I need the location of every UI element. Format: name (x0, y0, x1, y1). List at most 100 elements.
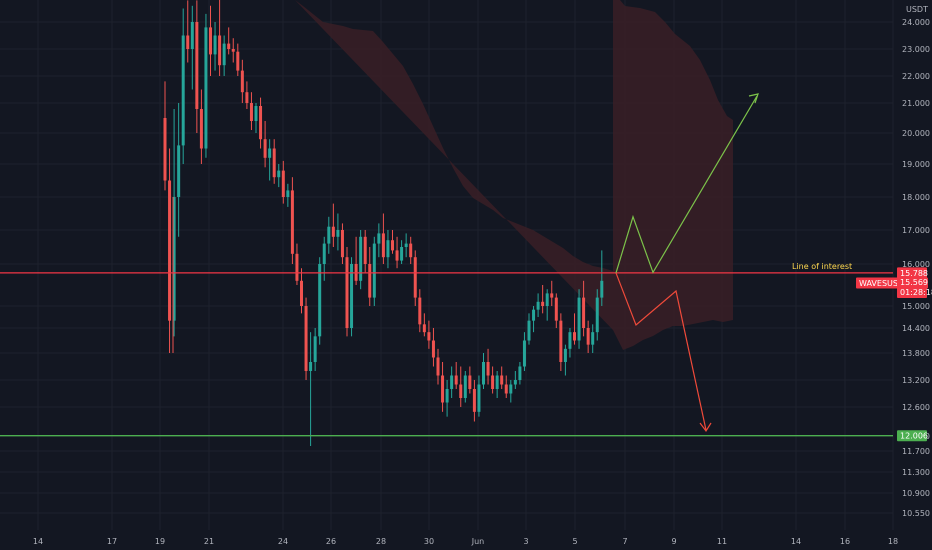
candle-body-72 (491, 375, 495, 389)
candle-body-8 (199, 109, 203, 149)
candle-body-22 (263, 139, 267, 158)
y-tick-18: 10.550 (902, 509, 930, 518)
candle-body-33 (313, 336, 317, 362)
x-tick-3: 21 (204, 537, 214, 546)
currency-label: USDT (906, 5, 928, 14)
candle-body-78 (518, 366, 522, 380)
y-tick-11: 13.800 (902, 349, 930, 358)
candle-body-95 (595, 297, 599, 333)
candle-body-53 (404, 243, 408, 247)
candle-body-2 (172, 197, 176, 321)
time-axis-bg (0, 530, 932, 550)
candle-body-62 (445, 389, 449, 403)
x-tick-5: 26 (326, 537, 336, 546)
candle-body-82 (536, 301, 540, 310)
candle-body-44 (363, 236, 367, 264)
candle-body-80 (527, 320, 531, 341)
candle-body-73 (495, 375, 499, 389)
candle-body-3 (177, 145, 181, 197)
candle-body-61 (441, 375, 445, 403)
candle-body-57 (422, 324, 426, 333)
candle-body-50 (391, 240, 394, 251)
candle-body-58 (427, 332, 431, 341)
bullish-projection (615, 95, 758, 274)
candle-body-83 (541, 301, 545, 306)
time-axis[interactable]: 14 17 19 21 24 26 28 30 Jun 3 5 7 9 11 14 16 18 (0, 530, 932, 550)
y-tick-6: 18.000 (902, 193, 930, 202)
candle-body-11 (213, 35, 217, 55)
candle-body-13 (222, 43, 226, 66)
x-tick-1: 17 (107, 537, 117, 546)
countdown-text: 01:28:18 (900, 288, 932, 297)
candle-body-66 (463, 375, 467, 398)
candle-body-81 (532, 309, 536, 321)
candle-body-18 (245, 92, 249, 103)
candle-body-24 (272, 148, 276, 178)
y-tick-16: 11.300 (902, 468, 930, 477)
candle-body-5 (186, 35, 190, 49)
candle-body-7 (195, 22, 199, 109)
candle-body-84 (545, 293, 549, 306)
candles (163, 0, 604, 446)
projection-paths (615, 93, 759, 433)
line-of-interest-label: Line of interest (792, 262, 852, 271)
y-tick-10: 14.400 (902, 324, 930, 333)
candle-body-70 (482, 362, 485, 385)
y-tick-13: 12.600 (902, 403, 930, 412)
candle-body-40 (345, 257, 349, 328)
x-tick-8: Jun (471, 537, 485, 546)
candle-body-1 (168, 180, 172, 321)
x-tick-10: 5 (572, 537, 577, 546)
y-tick-4: 20.000 (902, 129, 930, 138)
y-tick-0: 24.000 (902, 18, 930, 27)
candle-body-90 (573, 332, 576, 341)
x-tick-2: 19 (155, 537, 165, 546)
bearish-arrowhead (699, 422, 712, 433)
candle-body-71 (486, 362, 490, 376)
candle-body-14 (227, 43, 231, 49)
candle-body-74 (500, 375, 504, 385)
candle-body-77 (513, 380, 517, 385)
x-tick-11: 7 (622, 537, 627, 546)
y-tick-1: 23.000 (902, 45, 930, 54)
candle-body-19 (249, 103, 253, 121)
candle-body-48 (381, 233, 385, 258)
candle-body-92 (582, 297, 586, 328)
candle-body-23 (268, 148, 272, 158)
price-axis[interactable]: 24.000 23.000 22.000 21.000 20.000 19.000 18.0… (856, 18, 932, 518)
candle-body-87 (559, 320, 563, 362)
resistance-zone-fill (295, 0, 733, 350)
candle-body-54 (409, 243, 413, 258)
x-tick-0: 14 (33, 537, 43, 546)
x-tick-15: 16 (840, 537, 850, 546)
candle-body-49 (386, 240, 390, 258)
candle-body-32 (309, 362, 313, 371)
candle-body-56 (418, 297, 422, 325)
price-badge-level: 15.788 (897, 267, 928, 279)
x-tick-14: 14 (791, 537, 801, 546)
x-tick-12: 9 (671, 537, 676, 546)
candle-body-94 (591, 332, 595, 345)
candle-body-12 (218, 35, 222, 66)
candle-body-59 (431, 340, 435, 358)
candle-body-86 (554, 297, 558, 321)
candle-body-96 (600, 280, 604, 298)
candle-body-47 (377, 233, 381, 244)
y-tick-8: 16.000 (902, 260, 930, 269)
candle-body-60 (436, 357, 440, 376)
price-badge-level-text: 15.788 (900, 269, 928, 278)
candle-body-63 (450, 375, 454, 389)
candle-body-31 (304, 306, 308, 371)
candle-body-91 (577, 297, 581, 341)
candle-body-26 (281, 170, 285, 197)
y-tick-17: 10.900 (902, 489, 930, 498)
candle-body-30 (300, 280, 303, 306)
candle-body-20 (254, 106, 258, 121)
candle-body-25 (277, 170, 281, 178)
candle-body-27 (286, 190, 290, 197)
price-badge-support-bg (897, 430, 927, 442)
candle-body-76 (509, 384, 513, 394)
candle-body-69 (477, 384, 481, 412)
